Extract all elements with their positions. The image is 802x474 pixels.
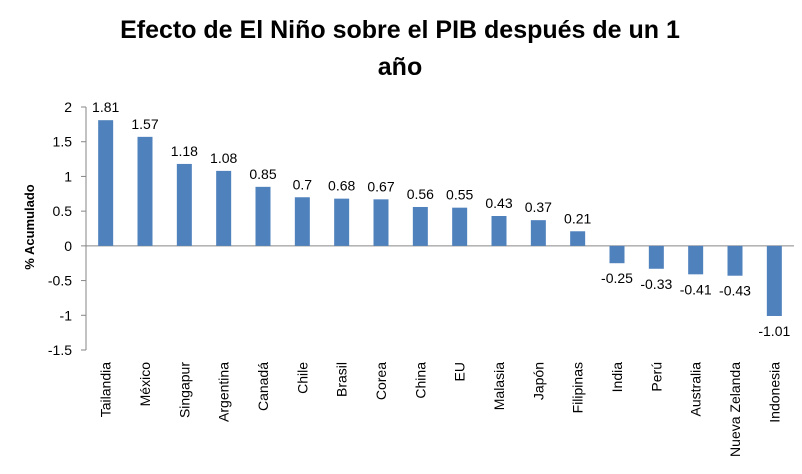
category-label: Japón	[530, 362, 546, 400]
y-tick-label: 1.5	[53, 134, 73, 150]
y-tick-label: 2	[64, 99, 72, 115]
y-tick-label: 0	[64, 238, 72, 254]
y-tick-label: 1	[64, 168, 72, 184]
data-label: 1.18	[171, 143, 198, 159]
y-tick-label: -1.5	[48, 342, 72, 358]
bar	[766, 245, 782, 316]
data-label: 0.21	[564, 210, 591, 226]
y-tick-label: -1	[60, 307, 73, 323]
bar	[452, 207, 468, 246]
bar	[727, 245, 743, 276]
y-tick-label: -0.5	[48, 273, 72, 289]
category-label: Malasia	[491, 362, 507, 410]
bar	[648, 245, 664, 269]
category-label: Nueva Zelanda	[727, 362, 743, 457]
data-label: 0.85	[249, 166, 276, 182]
chart-title-line-2: año	[378, 53, 422, 81]
bar	[609, 245, 625, 264]
category-label: India	[609, 362, 625, 393]
bar	[137, 136, 153, 246]
data-label: 0.37	[525, 199, 552, 215]
data-label: 0.43	[485, 195, 512, 211]
category-label: Tailandia	[98, 362, 114, 417]
category-label: EU	[452, 362, 468, 381]
y-tick-label: 0.5	[53, 203, 73, 219]
category-label: Perú	[648, 362, 664, 392]
bar	[98, 120, 114, 246]
bar	[412, 206, 428, 246]
data-label: -0.25	[601, 270, 633, 286]
category-label: Argentina	[216, 362, 232, 422]
bar	[491, 216, 507, 246]
bar	[688, 245, 704, 275]
data-label: 0.55	[446, 187, 473, 203]
data-label: -1.01	[758, 323, 790, 339]
bar	[334, 198, 350, 246]
plot-area: 2 1.5 1 0.5 0 -0.5 -1 -1.5 1.81 Tailandia 1.57 Méxi…	[48, 99, 794, 457]
category-label: Chile	[294, 362, 310, 394]
bar	[373, 199, 389, 246]
bar	[176, 163, 192, 246]
category-label: Canadá	[255, 362, 271, 411]
data-label: 0.56	[407, 186, 434, 202]
data-label: 0.67	[367, 178, 394, 194]
chart-title-line-1: Efecto de El Niño sobre el PIB después d…	[120, 16, 680, 44]
category-label: Singapur	[176, 362, 192, 418]
bar	[570, 231, 586, 246]
data-label: 1.57	[131, 116, 158, 132]
data-label: 1.81	[92, 99, 119, 115]
category-label: Filipinas	[570, 362, 586, 413]
bar	[216, 170, 232, 246]
data-label: 0.7	[293, 176, 313, 192]
category-label: China	[412, 362, 428, 399]
data-label: -0.33	[640, 276, 672, 292]
category-label: Australia	[688, 362, 704, 417]
data-label: -0.43	[719, 283, 751, 299]
data-label: 0.68	[328, 178, 355, 194]
category-label: Brasil	[334, 362, 350, 397]
category-label: Indonesia	[766, 362, 782, 423]
bar	[255, 186, 271, 246]
data-label: 1.08	[210, 150, 237, 166]
bar	[530, 220, 546, 246]
bar	[294, 197, 310, 246]
data-label: -0.41	[680, 281, 712, 297]
category-label: México	[137, 362, 153, 407]
y-axis-title: % Acumulado	[22, 184, 37, 270]
category-label: Corea	[373, 362, 389, 400]
